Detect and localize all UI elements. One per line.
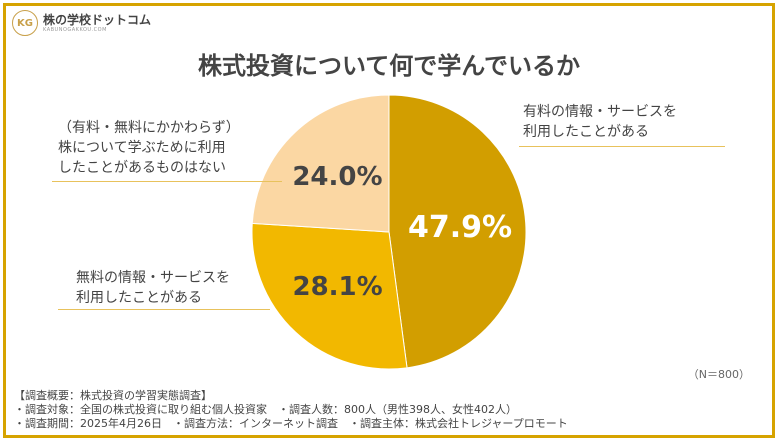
survey-footer: 【調査概要：株式投資の学習実態調査】 ・調査対象：全国の株式投資に取り組む個人投… <box>14 389 568 431</box>
footer-line-3: ・調査期間：2025年4月26日 ・調査方法：インターネット調査 ・調査主体：株… <box>14 417 568 430</box>
pie-slice-paid <box>388 94 527 369</box>
logo-name: 株の学校ドットコム <box>43 12 152 27</box>
pie-value-paid: 47.9% <box>408 210 512 245</box>
pie-value-free: 28.1% <box>292 272 382 302</box>
chart-frame: KG 株の学校ドットコム KABUNOGAKKOU.COM 株式投資について何で… <box>3 3 775 438</box>
leader-line-free <box>58 309 270 310</box>
label-free-services: 無料の情報・サービスを 利用したことがある <box>76 270 230 306</box>
footer-line-2: ・調査対象：全国の株式投資に取り組む個人投資家 ・調査人数：800人（男性398… <box>14 403 517 416</box>
label-none: （有料・無料にかかわらず） 株について学ぶために利用 したことがあるものはない <box>58 120 240 176</box>
pie-slice-free <box>251 222 408 370</box>
logo: KG 株の学校ドットコム KABUNOGAKKOU.COM <box>12 10 151 36</box>
chart-title: 株式投資について何で学んでいるか <box>197 52 581 80</box>
footer-line-1: 【調査概要：株式投資の学習実態調査】 <box>14 389 212 402</box>
leader-line-none <box>52 181 282 182</box>
label-paid-services: 有料の情報・サービスを 利用したことがある <box>523 104 677 140</box>
pie-slice-none <box>251 94 390 233</box>
logo-mark: KG <box>12 10 38 36</box>
logo-url: KABUNOGAKKOU.COM <box>43 26 107 33</box>
pie-value-none: 24.0% <box>292 162 382 192</box>
sample-size-note: （N＝800） <box>687 368 750 381</box>
leader-line-paid <box>519 146 725 147</box>
pie-chart: 47.9% 28.1% 24.0% <box>251 94 527 370</box>
